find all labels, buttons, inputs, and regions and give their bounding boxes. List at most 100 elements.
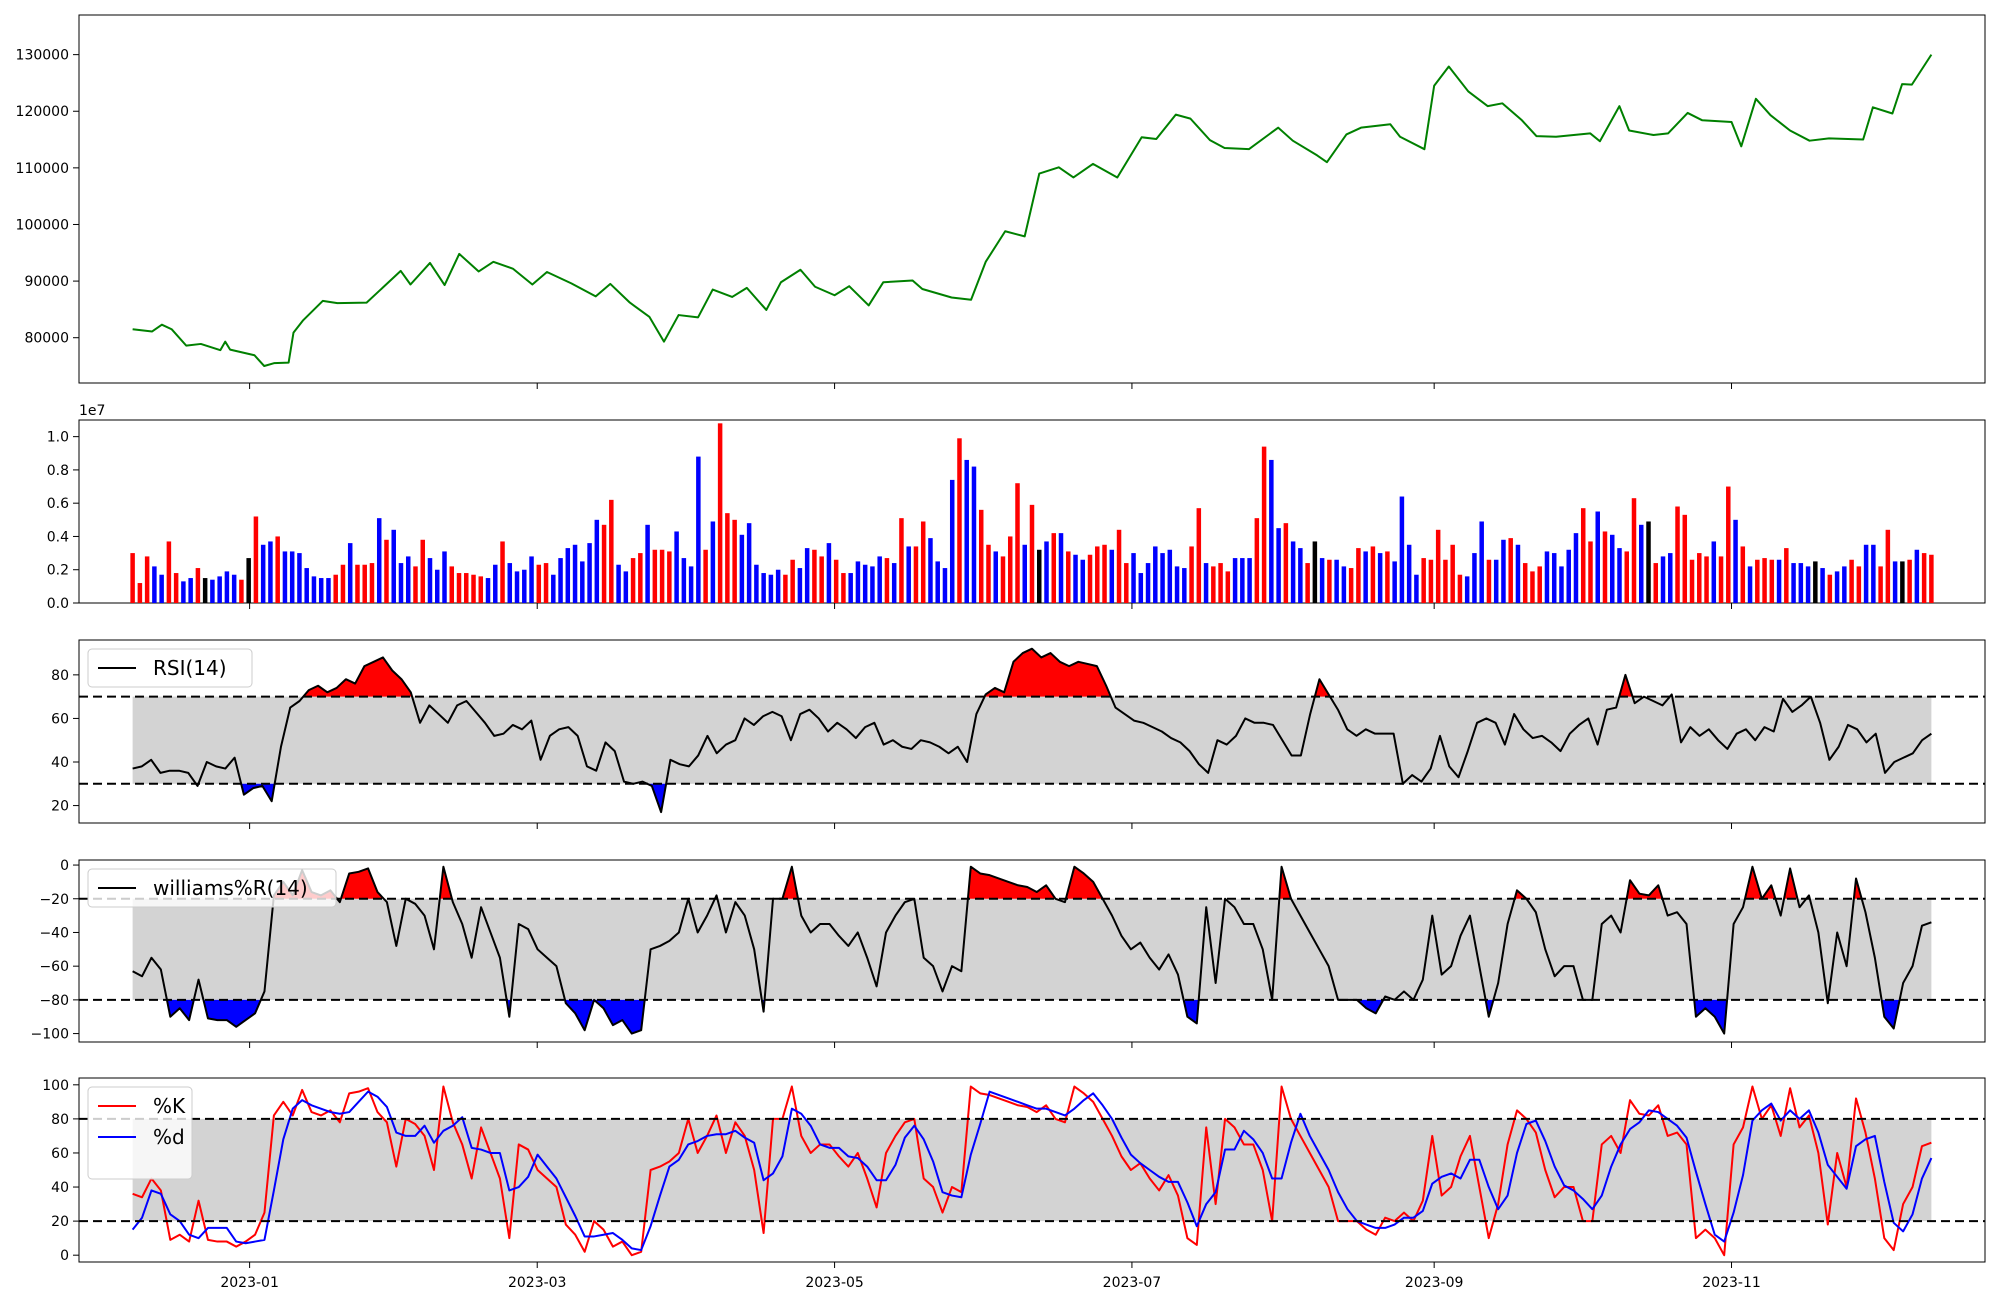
volume-bar xyxy=(790,559,795,603)
volume-bar xyxy=(688,566,694,603)
volume-bar xyxy=(1682,514,1688,603)
volume-bar xyxy=(1319,558,1325,603)
volume-bar xyxy=(1863,544,1869,603)
volume-bar xyxy=(391,529,396,603)
volume-bar xyxy=(1189,546,1194,603)
volume-bar xyxy=(1791,563,1796,603)
volume-bar xyxy=(1747,566,1753,603)
volume-bar xyxy=(1290,541,1296,603)
volume-bar xyxy=(993,551,998,603)
y-tick-label: 100 xyxy=(42,1078,69,1094)
volume-bar xyxy=(848,573,853,603)
volume-bar xyxy=(601,524,607,603)
y-tick-label: 100000 xyxy=(16,217,69,233)
volume-bar xyxy=(1392,561,1397,603)
volume-bar xyxy=(638,553,643,603)
volume-bar xyxy=(1610,534,1615,603)
volume-bar xyxy=(130,553,135,603)
volume-bar xyxy=(768,574,774,603)
volume-bar xyxy=(920,521,926,603)
volume-bar xyxy=(652,549,658,603)
volume-bar xyxy=(1900,561,1905,603)
volume-bar xyxy=(268,541,273,603)
legend-label: %K xyxy=(153,1094,186,1118)
volume-bar xyxy=(442,551,447,603)
y-tick-label: −80 xyxy=(39,993,69,1009)
oversold-fill xyxy=(594,999,645,1034)
volume-bar xyxy=(246,558,251,603)
volume-bar xyxy=(188,578,193,603)
volume-bar xyxy=(1298,548,1303,603)
volume-bar xyxy=(565,548,571,603)
volume-bar xyxy=(761,573,766,603)
volume-bar xyxy=(355,564,360,603)
plot-frame xyxy=(78,639,1986,824)
indicator-line xyxy=(132,647,1932,814)
volume-bar xyxy=(1697,553,1702,603)
volume-bar xyxy=(797,568,803,603)
volume-bar xyxy=(1842,566,1847,603)
volume-bar xyxy=(427,558,433,603)
volume-bar xyxy=(841,573,846,603)
volume-bar xyxy=(913,546,919,603)
volume-bar xyxy=(1624,551,1629,603)
volume-bar xyxy=(137,583,143,603)
volume-bar xyxy=(572,544,578,603)
y-tick-label: 80 xyxy=(51,1112,69,1128)
volume-bar xyxy=(732,519,737,603)
x-tick-label: 2023-09 xyxy=(1405,1275,1464,1291)
volume-bar xyxy=(1805,566,1811,603)
plot-frame xyxy=(78,1077,1986,1263)
neutral-band xyxy=(132,696,1932,784)
plot-frame xyxy=(78,14,1986,384)
volume-bar xyxy=(1037,549,1042,603)
volume-bar xyxy=(1051,533,1057,603)
y-tick-label: 20 xyxy=(51,1214,69,1230)
volume-bar xyxy=(1921,553,1927,603)
volume-bar xyxy=(1428,559,1434,603)
y-tick-label: 60 xyxy=(51,711,69,727)
volume-bar xyxy=(456,573,462,603)
volume-bar xyxy=(1595,511,1600,603)
volume-bar xyxy=(775,569,781,603)
y-tick-label: 130000 xyxy=(16,48,69,64)
y-tick-label: −60 xyxy=(39,959,69,975)
volume-bar xyxy=(202,578,208,603)
volume-bar xyxy=(1334,559,1339,603)
volume-bar xyxy=(942,568,948,603)
volume-bar xyxy=(667,551,672,603)
volume-bar xyxy=(420,539,425,603)
volume-bar xyxy=(1174,566,1180,603)
x-tick-label: 2023-11 xyxy=(1702,1275,1761,1291)
x-tick-label: 2023-01 xyxy=(220,1275,279,1291)
volume-bar xyxy=(1218,563,1223,603)
volume-bar xyxy=(1776,559,1782,603)
volume-bar xyxy=(1508,538,1513,603)
x-tick-label: 2023-03 xyxy=(508,1275,567,1291)
volume-bar xyxy=(1849,559,1854,603)
legend-box xyxy=(87,868,337,908)
volume-bar xyxy=(804,548,810,603)
volume-bar xyxy=(703,549,708,603)
volume-bar xyxy=(1232,558,1238,603)
volume-bar xyxy=(326,578,331,603)
overbought-fill xyxy=(984,648,1111,697)
volume-bar xyxy=(340,564,346,603)
rsi-panel: 20 40 60 80 RSI(14) xyxy=(51,639,1986,829)
volume-bar xyxy=(1515,544,1521,603)
oversold-fill xyxy=(1694,999,1728,1034)
volume-bar xyxy=(1443,559,1448,603)
volume-bar xyxy=(239,579,244,603)
volume-bar xyxy=(1007,536,1013,603)
y-tick-label: 0.6 xyxy=(47,496,69,512)
volume-bar xyxy=(1479,521,1484,603)
volume-bar xyxy=(935,561,940,603)
volume-bar xyxy=(1827,574,1833,603)
volume-bar xyxy=(1885,529,1891,603)
volume-bar xyxy=(493,564,498,603)
volume-bar xyxy=(405,556,411,603)
volume-bar xyxy=(289,551,295,603)
volume-bar xyxy=(522,569,527,603)
y-tick-label: 0.8 xyxy=(47,463,69,479)
